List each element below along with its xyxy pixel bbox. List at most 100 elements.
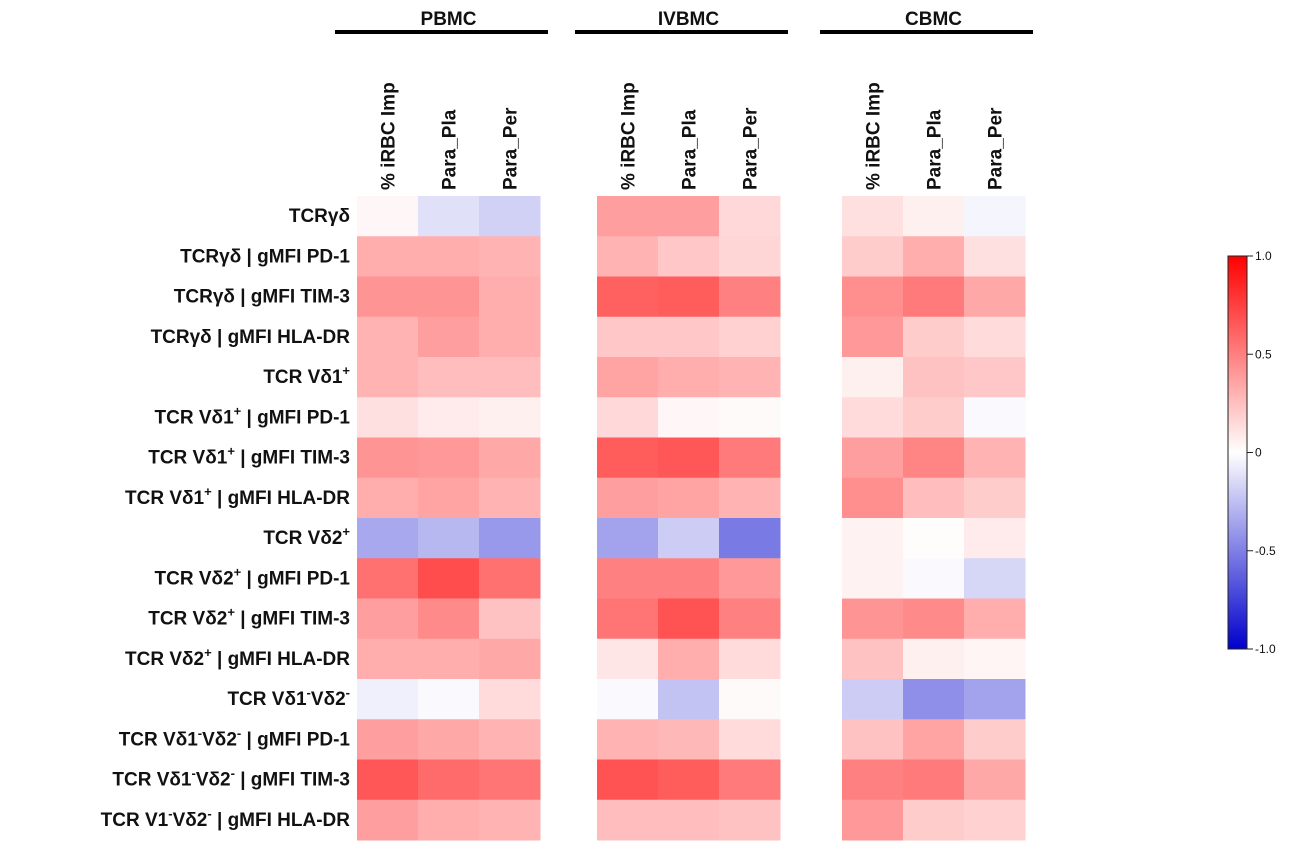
heatmap-cell [719, 759, 781, 801]
heatmap-cell [658, 558, 720, 599]
row-label: TCR Vδ2+ | gMFI PD-1 [155, 564, 351, 589]
heatmap-cell [719, 598, 781, 640]
heatmap-cell [719, 558, 781, 599]
heatmap-cell [964, 397, 1026, 438]
heatmap-cell [479, 357, 541, 398]
column-labels: % iRBC Imp Para_Pla Para_Per % iRBC Imp Para… [379, 82, 1007, 190]
heatmap-cell [418, 719, 480, 760]
heatmap-cell [903, 196, 965, 237]
heatmap-cell [418, 638, 480, 680]
heatmap-cell [418, 437, 480, 479]
heatmap-cell [418, 397, 480, 438]
heatmap-cell [418, 558, 480, 599]
column-label: Para_Per [986, 107, 1007, 190]
heatmap-cell [357, 799, 419, 841]
heatmap-cell [479, 397, 541, 438]
row-label: TCR Vδ1+ | gMFI HLA-DR [125, 484, 350, 509]
heatmap-cell [903, 316, 965, 358]
row-label: TCRγδ | gMFI HLA-DR [151, 327, 351, 348]
row-labels: TCRγδ TCRγδ | gMFI PD-1 TCRγδ | gMFI TIM-3… [101, 206, 351, 831]
heatmap-cell [357, 558, 419, 599]
column-label: Para_Pla [440, 109, 461, 190]
row-label: TCR Vδ1-Vδ2- [227, 685, 350, 710]
heatmap-cell [357, 518, 419, 559]
column-label: Para_Pla [925, 109, 946, 190]
heatmap-cell [903, 276, 965, 318]
heatmap-cell [903, 518, 965, 559]
heatmap-cell [357, 598, 419, 640]
heatmap-cell [658, 477, 720, 519]
row-label: TCR V1-Vδ2- | gMFI HLA-DR [101, 806, 351, 831]
heatmap-cell [658, 759, 720, 801]
heatmap-cell [719, 638, 781, 680]
row-label: TCR Vδ1+ | gMFI PD-1 [155, 403, 351, 428]
heatmap-cell [842, 719, 904, 760]
heatmap-cell [418, 276, 480, 318]
heatmap-cell [964, 518, 1026, 559]
row-label: TCR Vδ2+ | gMFI TIM-3 [148, 605, 350, 630]
heatmap-cell [658, 236, 720, 277]
heatmap-cell [658, 276, 720, 318]
heatmap-cell [719, 437, 781, 479]
heatmap-cell [597, 638, 659, 680]
heatmap-cell [418, 236, 480, 277]
heatmap-cell [842, 759, 904, 801]
heatmap-cell [842, 518, 904, 559]
heatmap-cell [842, 357, 904, 398]
heatmap-cell [903, 477, 965, 519]
row-label: TCR Vδ1+ [263, 363, 350, 388]
heatmap-cell [597, 357, 659, 398]
heatmap-cell [903, 598, 965, 640]
heatmap-cell [597, 316, 659, 358]
heatmap-cell [842, 558, 904, 599]
colorbar-tick-label: 0.5 [1255, 347, 1272, 361]
heatmap-cell [357, 679, 419, 720]
group-header-ivbmc: IVBMC [658, 9, 720, 30]
heatmap-cell [842, 196, 904, 237]
heatmap-cell [903, 679, 965, 720]
heatmap-cell [418, 477, 480, 519]
heatmap-cell [357, 638, 419, 680]
row-label: TCR Vδ2+ | gMFI HLA-DR [125, 645, 350, 670]
colorbar-tick-label: -0.5 [1255, 544, 1276, 558]
heatmap-cell [658, 598, 720, 640]
column-label: Para_Pla [680, 109, 701, 190]
heatmap-cell [479, 437, 541, 479]
heatmap-cell [964, 719, 1026, 760]
heatmap-cell [597, 437, 659, 479]
heatmap-cell [597, 276, 659, 318]
heatmap-cell [479, 558, 541, 599]
column-label: Para_Per [741, 107, 762, 190]
colorbar: 1.0 0.5 0 -0.5 -1.0 [1227, 249, 1276, 656]
heatmap-cell [658, 518, 720, 559]
heatmap-cell [842, 638, 904, 680]
group-underline-pbmc [335, 30, 548, 34]
heatmap-cell [597, 598, 659, 640]
heatmap-cell [964, 316, 1026, 358]
heatmap-cell [357, 759, 419, 801]
heatmap-cell [357, 276, 419, 318]
heatmap-cell [842, 397, 904, 438]
heatmap-cell [479, 598, 541, 640]
heatmap-cell [357, 196, 419, 237]
colorbar-tick-label: 1.0 [1255, 249, 1272, 263]
heatmap-cell [964, 357, 1026, 398]
heatmap-cell [903, 236, 965, 277]
heatmap-cell [597, 236, 659, 277]
heatmap-cell [903, 759, 965, 801]
heatmap-cell [418, 679, 480, 720]
heatmap-cell [357, 719, 419, 760]
heatmap-cell [418, 357, 480, 398]
heatmap-cell [479, 236, 541, 277]
heatmap-cell [357, 477, 419, 519]
heatmap-cell [719, 316, 781, 358]
heatmap-cell [479, 799, 541, 841]
heatmap-cell [964, 598, 1026, 640]
heatmap-cell [842, 316, 904, 358]
heatmap-cell [658, 357, 720, 398]
heatmap-cell [479, 477, 541, 519]
heatmap-cell [719, 518, 781, 559]
heatmap-cell [719, 236, 781, 277]
heatmap-cell [597, 679, 659, 720]
